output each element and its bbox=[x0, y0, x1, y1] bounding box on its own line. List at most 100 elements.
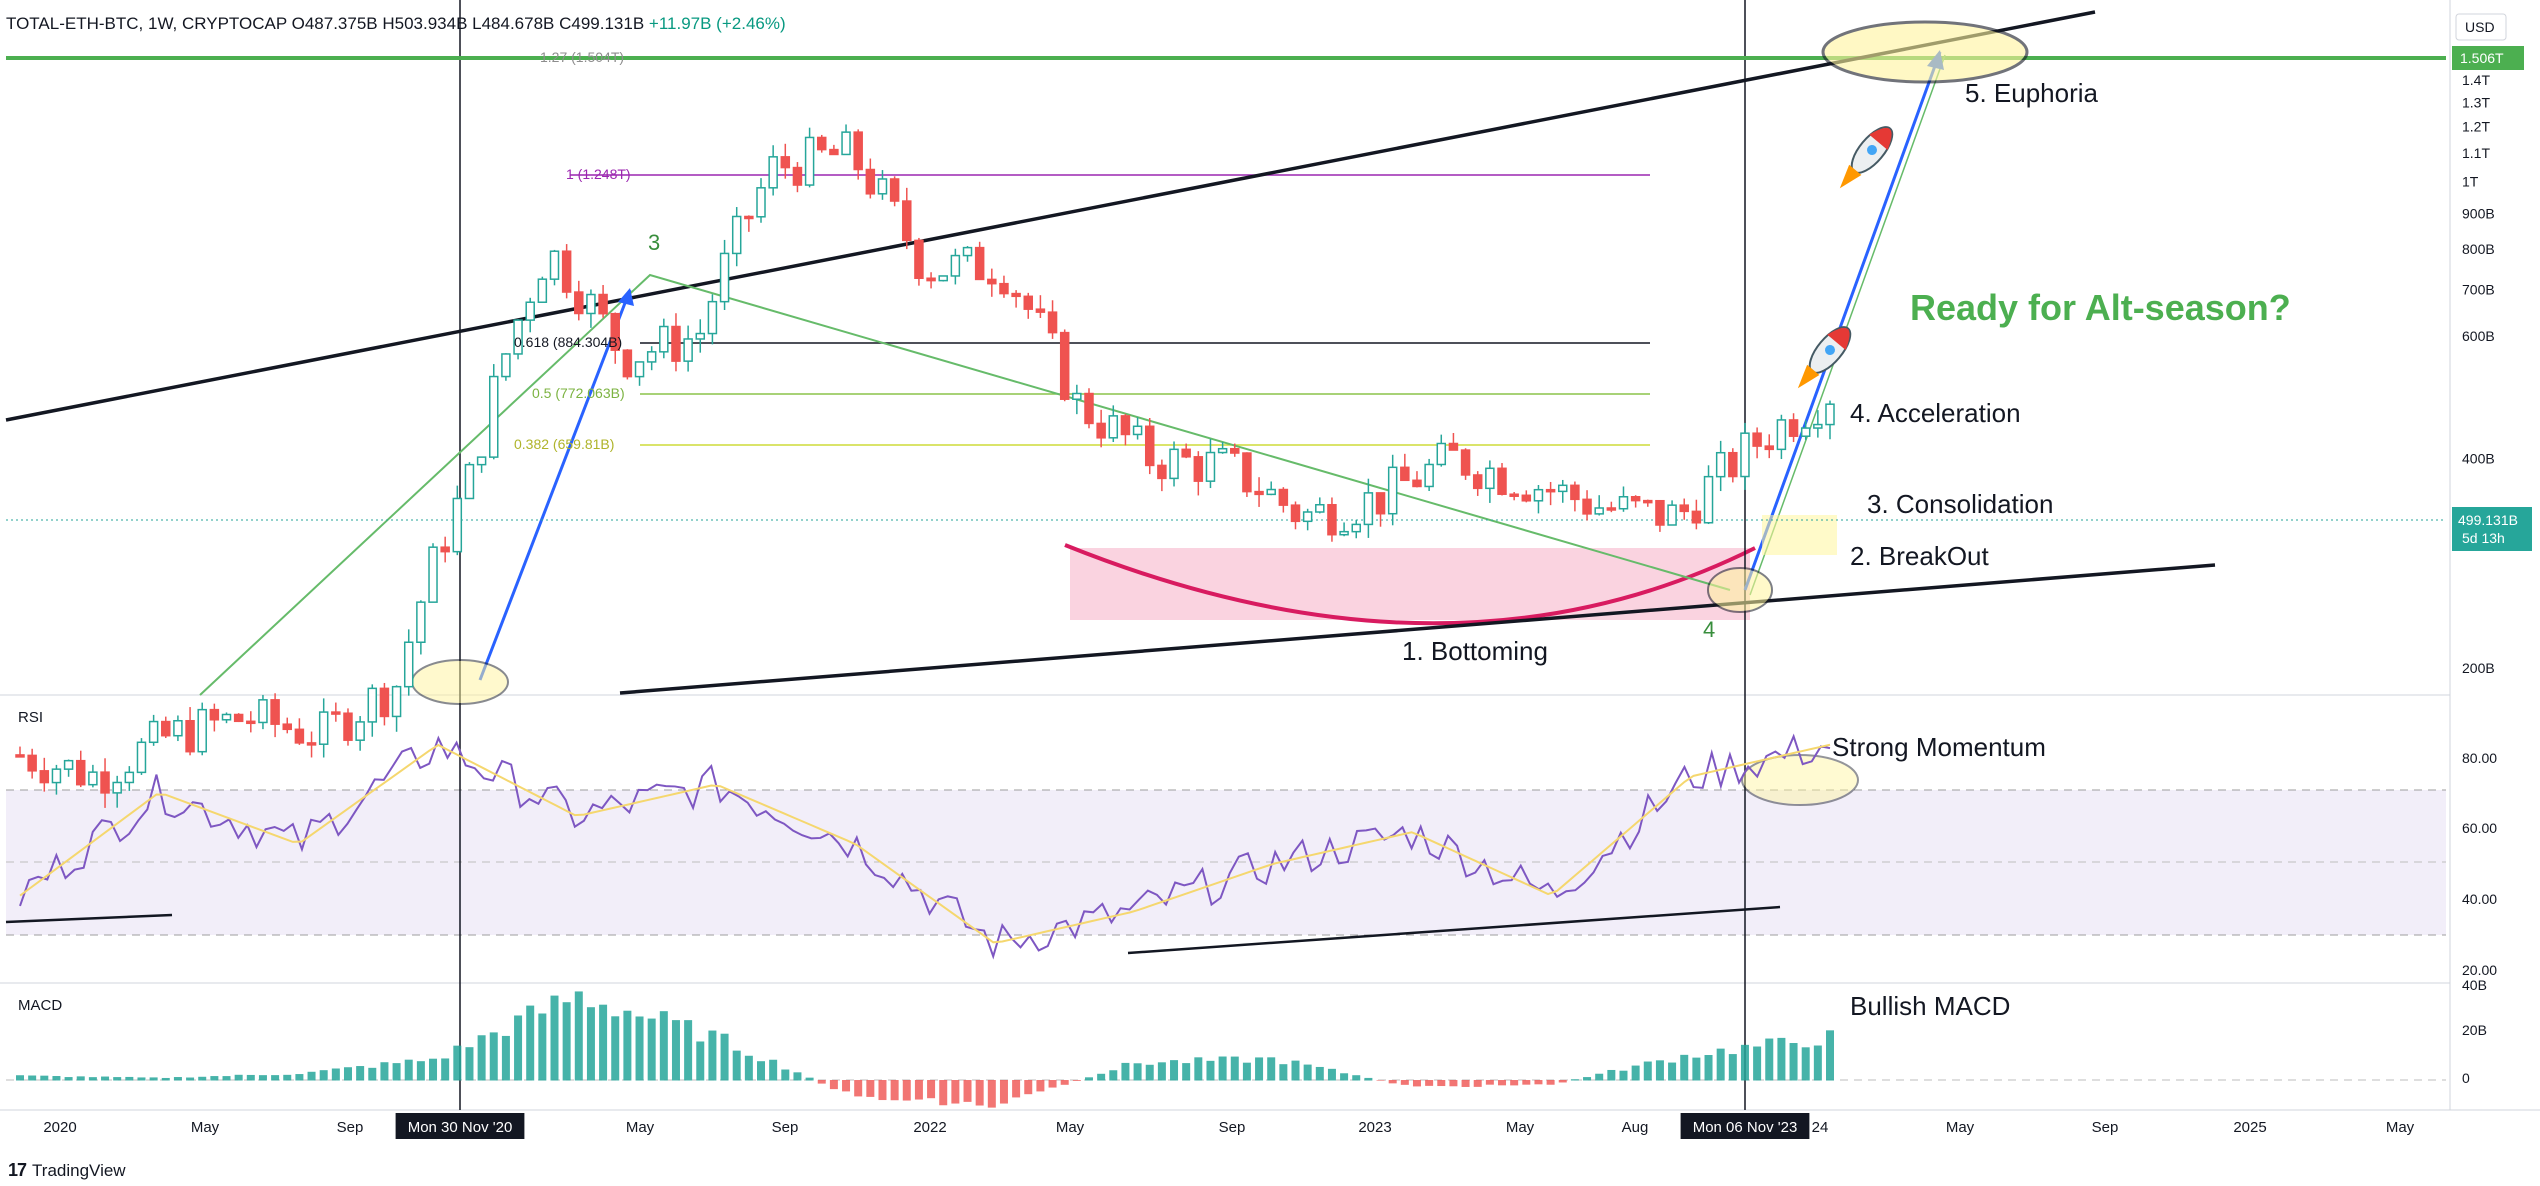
candle-body bbox=[634, 361, 645, 378]
rsi-tick: 60.00 bbox=[2462, 820, 2497, 836]
macd-bar bbox=[1388, 1080, 1397, 1084]
candle-body bbox=[1448, 442, 1459, 451]
candle-body bbox=[574, 291, 584, 315]
candle-body bbox=[1278, 488, 1289, 506]
price-tick: 200B bbox=[2462, 660, 2495, 676]
macd-bar bbox=[866, 1080, 875, 1097]
macd-bar bbox=[1291, 1060, 1300, 1081]
candle-body bbox=[1618, 496, 1629, 510]
candle-body bbox=[671, 325, 681, 362]
macd-bar bbox=[1680, 1054, 1689, 1081]
macd-bar bbox=[1218, 1056, 1227, 1081]
candle-body bbox=[610, 312, 620, 351]
macd-bar bbox=[137, 1077, 146, 1081]
price-tick: 600B bbox=[2462, 328, 2495, 344]
candle-body bbox=[1521, 494, 1532, 502]
candle-body bbox=[1132, 425, 1143, 436]
rsi-ellipse bbox=[1741, 754, 1859, 806]
macd-bar bbox=[951, 1080, 960, 1104]
candle-body bbox=[1606, 507, 1617, 511]
time-tick-highlight bbox=[1680, 1113, 1810, 1139]
candle-body bbox=[282, 723, 292, 731]
tradingview-brand: 17 TradingView bbox=[8, 1160, 126, 1181]
candle-body bbox=[561, 250, 572, 293]
candle-body bbox=[1509, 493, 1519, 497]
annotation-question: Ready for Alt-season? bbox=[1910, 287, 2291, 328]
candle-body bbox=[780, 156, 791, 169]
time-tick: 2022 bbox=[913, 1119, 946, 1136]
macd-bar bbox=[1400, 1080, 1409, 1085]
candle-body bbox=[1764, 445, 1775, 451]
currency-box[interactable] bbox=[2455, 13, 2507, 41]
candle-body bbox=[1630, 496, 1641, 502]
candle-body bbox=[1436, 442, 1447, 466]
macd-bar bbox=[684, 1020, 693, 1081]
candle-body bbox=[1424, 463, 1434, 488]
candle-body bbox=[513, 319, 523, 355]
candle-body bbox=[622, 349, 633, 378]
currency-label: USD bbox=[2465, 19, 2495, 35]
macd-bar bbox=[975, 1080, 984, 1106]
macd-bar bbox=[76, 1076, 85, 1081]
macd-bar bbox=[222, 1076, 231, 1081]
candle-body bbox=[1667, 504, 1677, 526]
annotation-momentum: Strong Momentum bbox=[1832, 732, 2046, 762]
time-tick: May bbox=[626, 1119, 655, 1136]
candle-body bbox=[1728, 451, 1738, 478]
macd-bar bbox=[599, 1004, 608, 1081]
candle-body bbox=[1533, 488, 1544, 502]
macd-bar bbox=[1279, 1064, 1288, 1081]
macd-bar bbox=[113, 1077, 122, 1081]
macd-bar bbox=[441, 1058, 450, 1081]
candle-body bbox=[889, 178, 900, 202]
time-tick: Mon 30 Nov '20 bbox=[408, 1119, 513, 1136]
candle-body bbox=[1788, 419, 1799, 437]
price-axis[interactable]: 1.4T1.3T1.2T1.1T1T900B800B700B600B400B30… bbox=[2462, 72, 2495, 676]
macd-bar bbox=[1437, 1080, 1446, 1087]
macd-bar bbox=[1194, 1057, 1203, 1081]
candle-body bbox=[646, 351, 657, 363]
price-tick: 1T bbox=[2462, 174, 2479, 190]
macd-bar bbox=[1461, 1080, 1470, 1087]
candle-body bbox=[209, 708, 220, 721]
brand-label: TradingView bbox=[32, 1160, 126, 1180]
fib-label-127: 1.27 (1.504T) bbox=[540, 49, 624, 65]
macd-bar bbox=[902, 1080, 911, 1101]
macd-bar bbox=[368, 1067, 377, 1081]
candle-body bbox=[63, 759, 74, 770]
macd-bar bbox=[1352, 1075, 1361, 1081]
macd-bar bbox=[757, 1061, 766, 1081]
time-axis[interactable]: 2020 May Sep Mon 30 Nov '20 May Sep 2022 May Sep… bbox=[43, 1113, 2415, 1139]
macd-bar bbox=[1704, 1055, 1713, 1081]
candle-body bbox=[659, 325, 669, 353]
candle-body bbox=[233, 713, 244, 723]
wave-blue-impulse bbox=[478, 289, 632, 681]
candle-body bbox=[221, 713, 232, 721]
target-price-label: 1.506T bbox=[2460, 50, 2504, 66]
consolidation-zone bbox=[1762, 515, 1837, 555]
candle-body bbox=[75, 759, 86, 786]
candle-body bbox=[1351, 523, 1361, 533]
candle-body bbox=[1205, 451, 1216, 482]
macd-bar bbox=[1084, 1077, 1093, 1081]
macd-bar bbox=[1133, 1063, 1142, 1081]
candle-body bbox=[1266, 488, 1276, 496]
candle-body bbox=[1108, 415, 1119, 439]
macd-bar bbox=[1303, 1064, 1312, 1081]
ohlc-header: TOTAL-ETH-BTC, 1W, CRYPTOCAP O487.375B H… bbox=[6, 14, 786, 34]
macd-bar bbox=[1765, 1038, 1774, 1081]
macd-bar bbox=[1145, 1064, 1154, 1081]
price-tick: 1.3T bbox=[2462, 94, 2490, 110]
candle-body bbox=[1387, 466, 1398, 515]
candles bbox=[15, 124, 1835, 808]
macd-bar bbox=[1327, 1068, 1336, 1081]
candle-body bbox=[1254, 490, 1264, 496]
macd-tick: 20B bbox=[2462, 1022, 2487, 1038]
macd-histogram bbox=[16, 991, 1834, 1108]
time-tick: Sep bbox=[1219, 1119, 1246, 1136]
macd-bar bbox=[999, 1080, 1008, 1104]
macd-bar bbox=[878, 1080, 887, 1101]
candle-body bbox=[1472, 474, 1483, 490]
macd-bar bbox=[1826, 1030, 1834, 1081]
